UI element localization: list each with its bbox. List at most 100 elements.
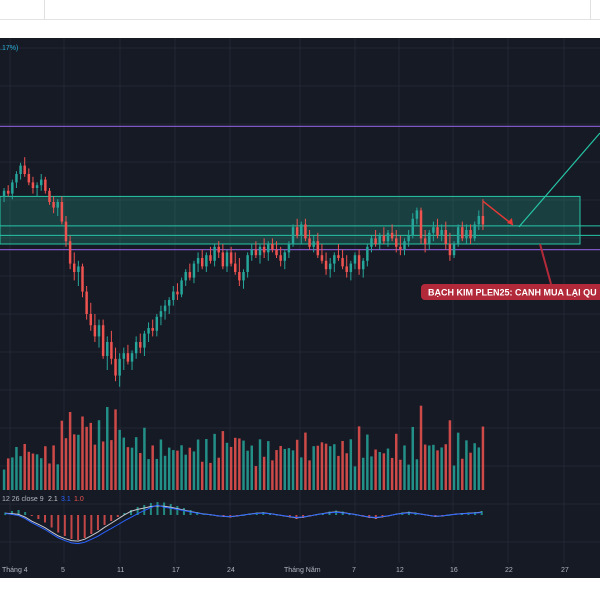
candle-body [11, 182, 14, 194]
macd-hist-text: 1.0 [74, 496, 84, 503]
price-chart[interactable]: Tháng 4 5 11 17 24 Tháng Năm 7 12 16 22 27 .17%) 1… [0, 38, 600, 578]
volume-bar [308, 460, 311, 490]
candle-body [15, 174, 18, 183]
macd-histogram-bar [116, 515, 119, 517]
annotation-background [421, 284, 600, 300]
candle-body [97, 325, 101, 337]
x-axis-tick-label: Tháng Năm [284, 567, 321, 574]
candle-body [291, 227, 295, 244]
volume-bar [188, 447, 192, 490]
candle-body [341, 258, 344, 267]
volume-bar [444, 444, 448, 490]
candle-body [250, 249, 253, 256]
volume-bar [341, 440, 344, 490]
volume-bar [316, 445, 320, 490]
x-axis-tick-label: 24 [227, 567, 235, 574]
volume-bar [357, 426, 361, 490]
volume-bar [452, 465, 456, 490]
volume-bar [312, 446, 315, 490]
candle-body [114, 358, 117, 376]
candle-body [279, 255, 282, 261]
candle-body [77, 266, 80, 272]
volume-bar [481, 426, 485, 490]
volume-bar [271, 460, 274, 490]
volume-bar [122, 437, 126, 490]
volume-bar [246, 450, 249, 490]
candle-body [23, 165, 26, 174]
candle-body [39, 179, 43, 186]
volume-bar [473, 443, 476, 490]
volume-bar [419, 405, 423, 490]
volume-bar [436, 450, 439, 490]
candle-body [44, 179, 47, 191]
chart-panel[interactable]: Tháng 4 5 11 17 24 Tháng Năm 7 12 16 22 27 .17%) 1… [0, 38, 600, 600]
volume-bar [221, 431, 225, 490]
candle-body [118, 358, 121, 376]
volume-bar [110, 440, 113, 490]
resistance-zone [0, 195, 581, 245]
volume-bar [258, 439, 262, 490]
volume-bar [126, 447, 130, 490]
candle-body [415, 210, 419, 219]
tab-strip [0, 0, 600, 20]
candle-body [419, 210, 423, 239]
x-axis-tick-label: 11 [117, 567, 124, 574]
volume-bar [35, 454, 39, 490]
candle-body [432, 227, 435, 233]
x-axis-tick-label: 17 [172, 567, 180, 574]
volume-bar [361, 457, 365, 490]
volume-bar [374, 449, 377, 490]
candle-layer [2, 157, 485, 387]
volume-bar [106, 407, 109, 490]
candle-body [48, 190, 51, 202]
x-axis-tick-label: 16 [450, 567, 458, 574]
volume-bar [328, 446, 332, 490]
volume-bar [382, 453, 386, 490]
candle-body [333, 255, 336, 264]
candle-body [68, 241, 72, 264]
volume-bar [6, 458, 10, 490]
candle-body [229, 252, 233, 264]
candle-body [399, 246, 402, 250]
candle-body [101, 325, 105, 356]
volume-bar [81, 416, 84, 490]
candle-body [390, 232, 394, 239]
volume-bar [275, 450, 278, 490]
volume-bar [287, 448, 291, 490]
candle-body [423, 238, 427, 244]
volume-bar [155, 458, 159, 490]
volume-bar [349, 439, 353, 490]
candle-body [403, 241, 406, 250]
volume-bar [143, 427, 146, 490]
macd-histogram-bar [57, 515, 60, 533]
volume-bar [242, 440, 245, 490]
volume-bar [167, 447, 171, 490]
candle-body [155, 316, 159, 331]
volume-bar [477, 447, 481, 490]
volume-bar [68, 411, 72, 490]
volume-bar [395, 433, 398, 490]
volume-layer [2, 405, 485, 490]
candle-body [225, 252, 229, 267]
macd-params-text: 12 26 close 9 [2, 496, 44, 503]
candle-body [312, 241, 315, 247]
macd-histogram-bar [103, 515, 106, 525]
volume-bar [353, 466, 357, 490]
candle-body [316, 241, 320, 256]
candle-body [35, 185, 39, 188]
candle-body [234, 263, 237, 272]
candle-body [324, 260, 328, 270]
candle-body [283, 252, 287, 261]
candle-body [374, 238, 377, 244]
candle-body [267, 244, 270, 253]
macd-histogram-bar [83, 515, 86, 538]
candle-body [407, 235, 410, 242]
candle-body [167, 300, 171, 306]
candle-body [176, 291, 179, 295]
macd-histogram-bar [44, 515, 47, 523]
annotation-label[interactable]: BẠCH KIM PLEN25: CANH MUA LẠI QU [421, 284, 600, 300]
volume-bar [89, 422, 92, 490]
macd-line [5, 505, 482, 542]
candle-body [304, 224, 307, 239]
candle-body [456, 227, 460, 244]
